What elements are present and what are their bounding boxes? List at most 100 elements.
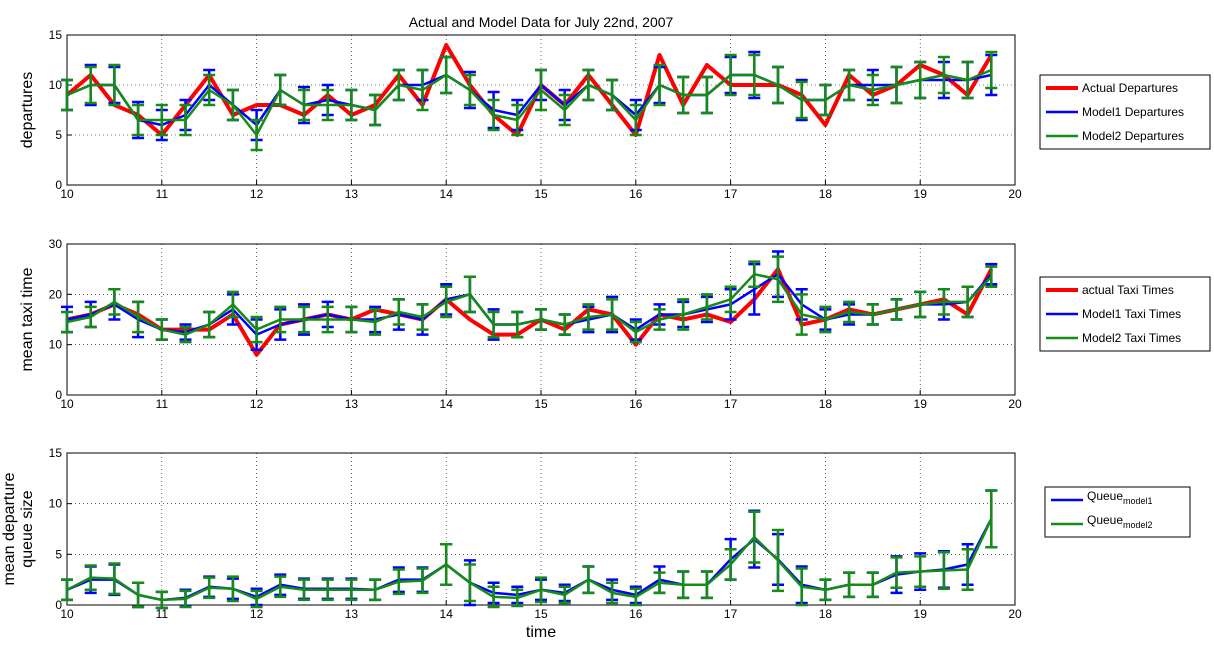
error-bar [677,298,690,331]
error-bar [748,53,761,97]
x-tick-label: 16 [629,397,643,411]
error-bar [724,548,737,581]
error-bar [795,293,808,336]
error-bar [772,65,784,105]
error-bar [866,571,879,599]
series-line [66,68,992,137]
error-bar [321,578,334,602]
y-axis-label: queue size [19,490,36,567]
error-bar [677,75,690,115]
error-bar [250,589,263,609]
error-bar [416,68,429,112]
x-tick-label: 18 [819,397,833,411]
error-bar [321,305,334,334]
error-bar [179,325,192,344]
error-bar [819,83,832,117]
error-bar [677,570,690,600]
error-bar [511,310,524,339]
error-bar [629,587,642,607]
error-bar [369,308,382,336]
y-tick-label: 10 [49,497,63,511]
y-tick-label: 0 [55,178,62,192]
error-bar [274,575,287,599]
chart-title: Actual and Model Data for July 22nd, 200… [409,14,674,30]
legend-label-sub: model1 [1123,496,1153,506]
y-tick-label: 0 [55,598,62,612]
legend-label: Model1 Departures [1082,105,1184,119]
error-bar [558,313,571,336]
error-bar [748,510,761,564]
x-tick-label: 10 [60,397,74,411]
y-tick-label: 5 [55,547,62,561]
y-tick-label: 0 [55,388,62,402]
error-bar [961,285,974,319]
error-bar [84,65,97,105]
error-bar [819,305,832,334]
error-bar [487,585,500,609]
legend-label: actual Taxi Times [1082,283,1174,297]
legend-box [1044,486,1191,538]
error-bar [985,489,998,549]
y-axis-label: departures [19,72,36,149]
error-bar [250,315,263,344]
error-bar [392,298,405,326]
x-tick-label: 16 [629,607,643,621]
legend-label: Model2 Taxi Times [1082,331,1181,345]
error-bar [582,68,595,102]
error-bar [298,305,310,334]
error-bar [700,570,713,600]
error-bar [179,103,192,137]
x-tick-label: 12 [250,607,264,621]
error-bar [843,300,856,324]
error-bar [440,55,453,95]
error-bar [843,571,856,599]
x-axis-label: time [526,624,556,641]
x-tick-label: 13 [345,397,359,411]
error-bar [84,564,97,592]
x-tick-label: 14 [440,397,454,411]
series-line [66,272,993,336]
error-bar [937,551,950,591]
x-tick-label: 15 [534,187,548,201]
y-tick-label: 10 [49,338,63,352]
error-bar [84,305,97,329]
error-bar [653,571,666,595]
error-bar [890,65,903,105]
error-bar [416,567,429,595]
y-tick-label: 20 [49,287,63,301]
x-tick-label: 20 [1008,187,1022,201]
x-tick-label: 19 [914,607,928,621]
y-tick-label: 10 [49,78,63,92]
error-bar [132,300,145,334]
x-tick-label: 13 [345,607,359,621]
error-bar [440,542,453,586]
axes-frame [66,452,1016,606]
x-tick-label: 14 [440,187,454,201]
error-bar [440,285,453,319]
y-tick-label: 15 [49,28,63,42]
x-tick-label: 15 [534,397,548,411]
x-tick-label: 10 [60,187,74,201]
error-bar [226,88,239,122]
error-bar [274,73,287,107]
error-bar [961,60,974,100]
error-bar [487,98,500,132]
error-bar [843,68,856,102]
legend-label: Actual Departures [1082,81,1178,95]
x-tick-label: 16 [629,187,643,201]
legend-label-sub: model2 [1123,520,1153,530]
x-tick-label: 17 [724,607,738,621]
error-bar [203,73,216,107]
error-bar [819,578,832,602]
error-bar [866,73,879,107]
error-bar [226,290,239,319]
error-bar [274,305,287,334]
error-bar [558,585,571,605]
error-bar [155,590,168,610]
error-bar [155,103,168,137]
error-bar [582,565,595,595]
error-bar [629,103,642,137]
error-bar [487,310,500,339]
